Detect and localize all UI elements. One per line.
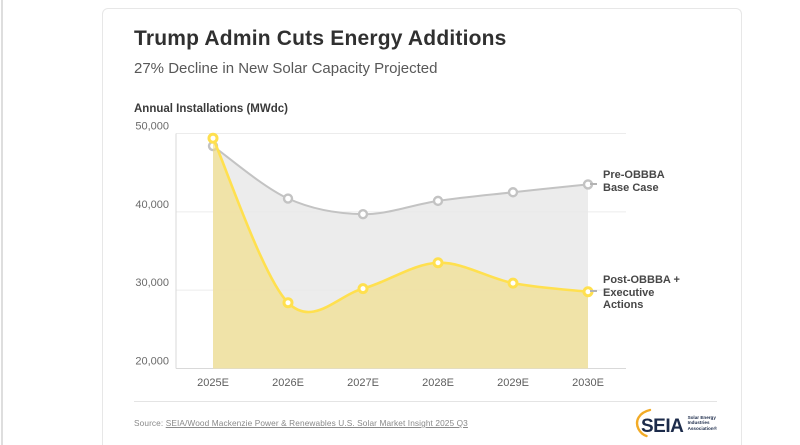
data-point-0 <box>357 208 369 220</box>
screen-edge-artifact <box>1 0 3 445</box>
y-tick-label: 30,000 <box>135 277 169 289</box>
data-point-1 <box>357 283 369 295</box>
data-point-0 <box>507 187 519 198</box>
legend-post-line3: Actions <box>603 299 644 311</box>
legend-post-obbba: Post-OBBBA + Executive Actions <box>603 274 680 312</box>
seia-tagline: Solar Energy Industries Association® <box>687 415 717 431</box>
source-prefix: Source: <box>134 418 166 428</box>
seia-logo: SEIA Solar Energy Industries Association… <box>633 408 717 438</box>
legend-pre-line2: Base Case <box>603 181 659 194</box>
data-point-1 <box>432 257 444 269</box>
legend-connector-pre <box>590 183 597 185</box>
legend-pre-line1: Pre-OBBBA <box>603 169 665 181</box>
legend-connector-post <box>590 290 597 292</box>
series-line-0 <box>212 145 589 216</box>
x-tick-label: 2030E <box>572 377 604 389</box>
chart-card: Trump Admin Cuts Energy Additions 27% De… <box>102 8 742 445</box>
card-footer: Source: SEIA/Wood Mackenzie Power & Rene… <box>134 401 717 439</box>
seia-wordmark: SEIA <box>641 416 684 437</box>
y-tick-label: 40,000 <box>135 199 169 211</box>
data-point-1 <box>282 297 294 309</box>
y-axis-title: Annual Installations (MWdc) <box>134 103 288 115</box>
page-title: Trump Admin Cuts Energy Additions <box>134 27 507 50</box>
legend-post-line2: Executive <box>603 286 655 299</box>
data-point-0 <box>432 195 444 207</box>
x-tick-label: 2028E <box>422 377 454 389</box>
series-area-1 <box>213 138 588 369</box>
x-tick-label: 2026E <box>272 377 304 389</box>
page-subtitle: 27% Decline in New Solar Capacity Projec… <box>134 60 438 77</box>
source-link[interactable]: SEIA/Wood Mackenzie Power & Renewables U… <box>165 418 468 428</box>
data-point-1 <box>507 277 519 289</box>
y-tick-label: 20,000 <box>135 356 169 368</box>
data-point-0 <box>282 193 294 204</box>
y-tick-label: 50,000 <box>135 121 169 133</box>
x-tick-label: 2027E <box>347 377 379 389</box>
x-tick-label: 2025E <box>197 377 229 389</box>
source-note: Source: SEIA/Wood Mackenzie Power & Rene… <box>134 418 468 428</box>
x-tick-label: 2029E <box>497 377 529 389</box>
legend-pre-obbba: Pre-OBBBA Base Case <box>603 169 665 194</box>
seia-logo-mark: SEIA <box>633 408 685 438</box>
legend-post-line1: Post-OBBBA + <box>603 274 680 286</box>
line-chart: 50,000 40,000 30,000 20,000 2025E 2026E 2027E 2… <box>131 116 743 394</box>
chart-canvas: 50,000 40,000 30,000 20,000 2025E 2026E 2027E 2… <box>135 121 626 389</box>
seia-arc-icon: SEIA <box>635 408 684 438</box>
data-point-1 <box>207 132 219 144</box>
